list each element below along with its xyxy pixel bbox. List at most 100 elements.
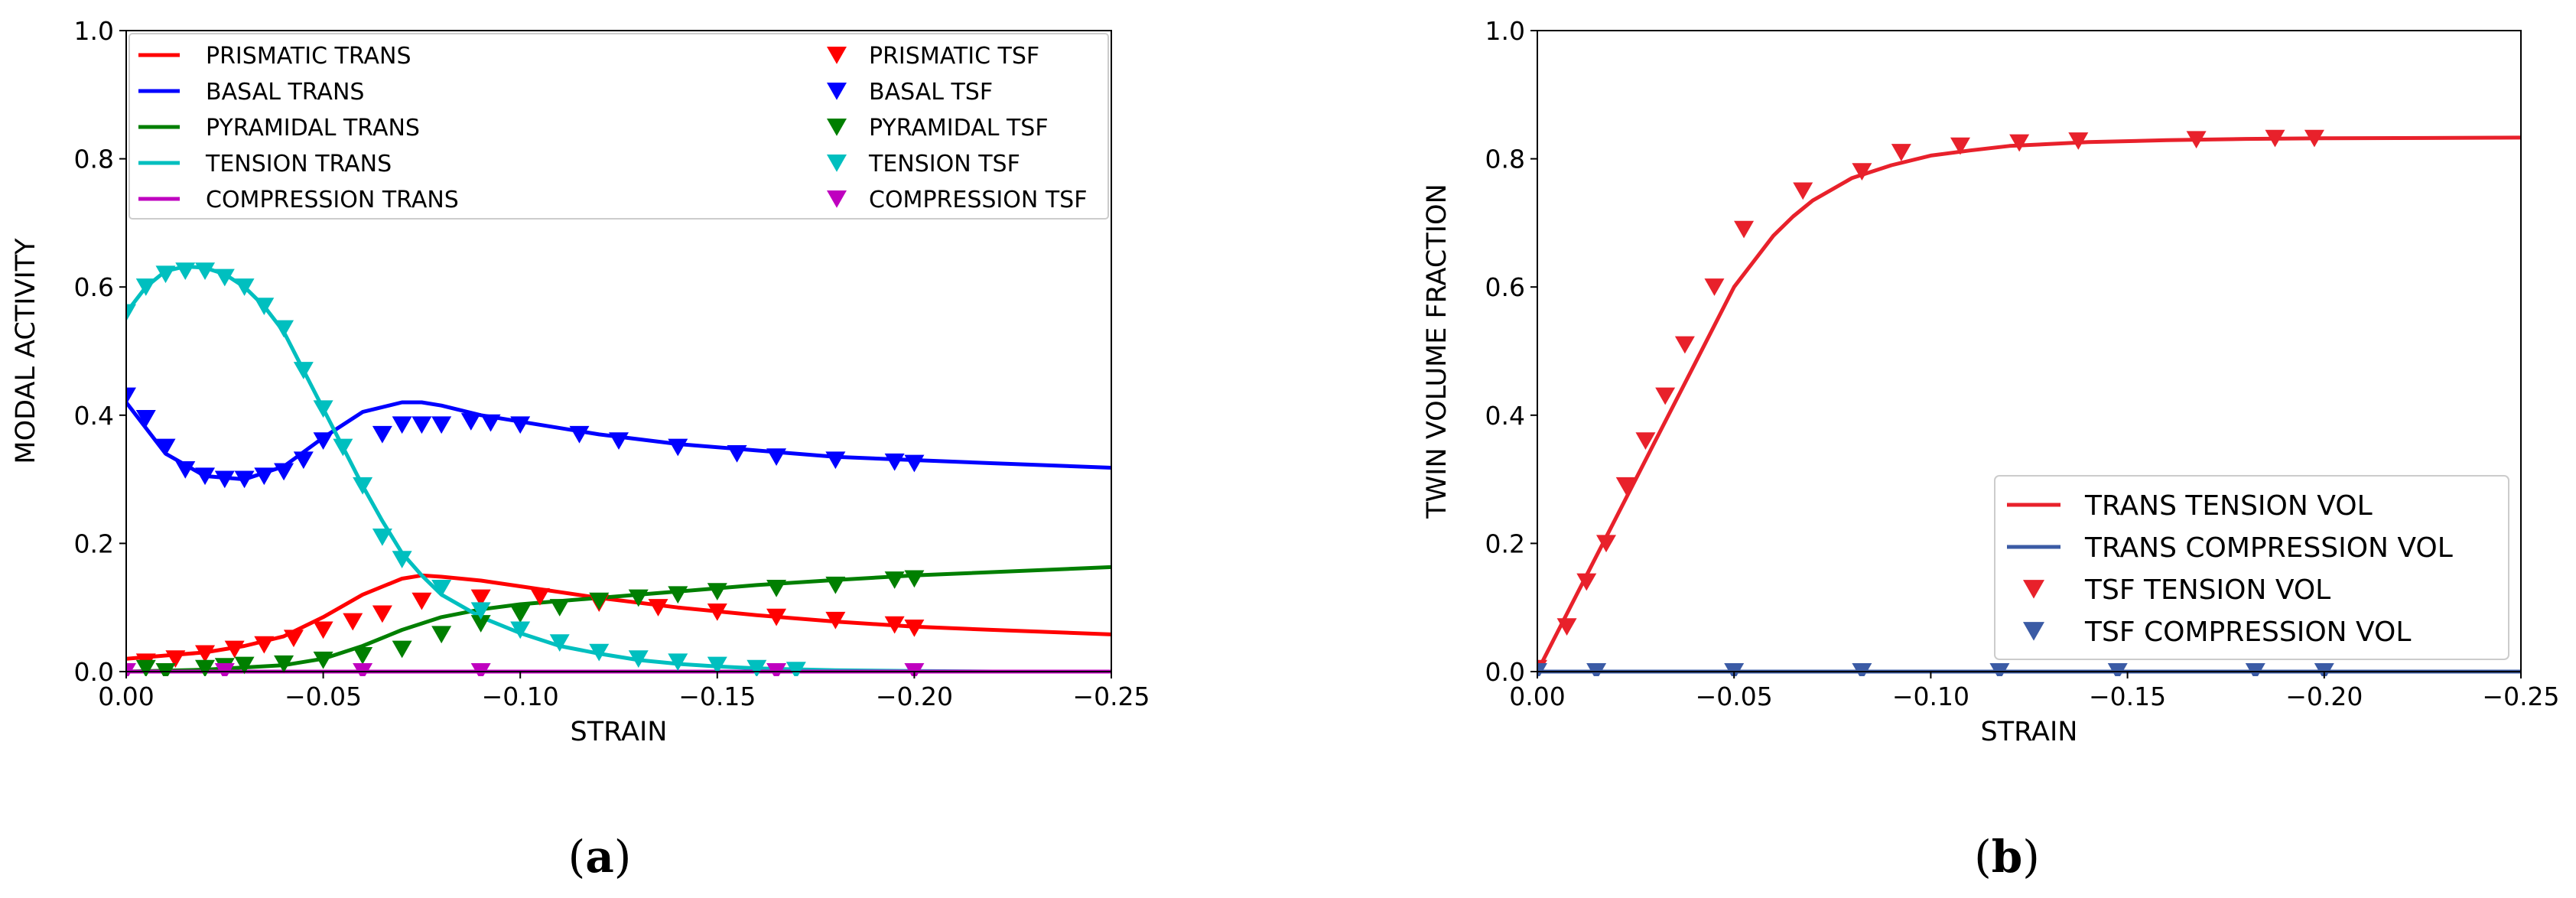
panel-a-data-point: [214, 662, 235, 676]
panel-a-data-point: [392, 551, 412, 569]
panel-a-data-point: [825, 576, 846, 594]
panel-a-x-tick-label: −0.05: [285, 682, 362, 711]
panel-a-data-point: [431, 416, 452, 434]
panel-a-data-point: [165, 650, 186, 668]
panel-a-legend-box: [128, 33, 1109, 220]
panel-a-data-point: [411, 592, 432, 610]
panel-b-legend-marker-swatch: [2023, 580, 2044, 599]
panel-b-data-point: [2245, 662, 2265, 676]
panel-a-data-point: [668, 653, 688, 672]
panel-b-legend-label: TRANS TENSION VOL: [2084, 490, 2373, 522]
panel-a-data-point: [766, 448, 787, 466]
panel-a-data-point: [214, 470, 235, 489]
panel-a-data-point: [353, 647, 373, 665]
panel-b-data-point: [2314, 662, 2334, 676]
panel-a-x-tick-label: 0.00: [98, 682, 154, 711]
panel-a-data-point: [766, 608, 787, 626]
panel-b-twin-volume-fraction: 0.00 −0.05 −0.10 −0.15 −0.20 −0.25 0.0 0.2 0.4 0.…: [1422, 16, 2560, 747]
panel-a-data-point: [431, 626, 452, 644]
panel-a-data-point: [126, 662, 136, 676]
panel-a-series-markers-tension-tsf: [126, 262, 806, 676]
panel-a-data-point: [234, 656, 255, 675]
panel-a-data-point: [353, 662, 373, 676]
panel-a-data-point: [343, 613, 363, 631]
panel-b-data-point: [1655, 387, 1676, 405]
panel-a-data-point: [569, 425, 590, 444]
panel-a-series-markers-compression-tsf: [126, 662, 925, 676]
panel-a-data-point: [510, 621, 531, 639]
panel-b-x-tick-label: 0.00: [1509, 682, 1565, 711]
panel-a-legend-label: PRISMATIC TSF: [869, 43, 1039, 70]
panel-a-data-point: [825, 611, 846, 630]
panel-a-data-point: [353, 477, 373, 495]
panel-a-series-line-tension-trans: [126, 264, 995, 674]
panel-a-legend-marker-swatch: [827, 82, 847, 100]
panel-a-data-point: [904, 662, 925, 676]
panel-a-data-point: [155, 662, 176, 676]
panel-b-data-point: [1793, 182, 1813, 200]
panel-a-legend-label: BASAL TRANS: [206, 79, 364, 106]
caption-a: (a): [568, 831, 632, 883]
panel-b-series-markers-tsf-compression-vol: [1537, 662, 2334, 676]
panel-b-data-point: [1674, 336, 1695, 354]
panel-a-data-point: [224, 640, 245, 659]
panel-a-data-point: [904, 454, 925, 473]
panel-a-data-point: [529, 587, 550, 606]
panel-b-data-point: [2068, 132, 2089, 150]
panel-a-data-point: [126, 387, 136, 405]
panel-b-y-tick-label: 0.0: [1485, 657, 1525, 687]
panel-b-legend-label: TSF TENSION VOL: [2084, 574, 2330, 606]
panel-a-legend-marker-swatch: [827, 154, 847, 172]
panel-a-y-tick-label: 0.8: [74, 145, 114, 174]
panel-a-data-point: [372, 425, 392, 444]
panel-b-data-point: [1704, 278, 1725, 296]
panel-a-x-tick-label: −0.25: [1072, 682, 1150, 711]
panel-a-data-point: [392, 416, 412, 434]
panel-a-data-point: [274, 655, 294, 673]
panel-a-data-point: [707, 583, 727, 600]
panel-b-series-markers-tsf-tension-vol: [1537, 129, 2324, 676]
panel-b-y-tick-label: 0.8: [1485, 145, 1525, 174]
panel-a-data-point: [274, 320, 294, 338]
panel-a-data-point: [333, 438, 353, 457]
panel-b-legend-marker-swatch: [2023, 622, 2044, 641]
panel-a-data-point: [411, 416, 432, 434]
panel-a-data-point: [648, 599, 668, 617]
panel-b-data-point: [2265, 129, 2285, 148]
panel-a-legend-label: PYRAMIDAL TRANS: [206, 115, 420, 142]
panel-a-data-point: [628, 589, 649, 607]
panel-b-legend-label: TRANS COMPRESSION VOL: [2084, 532, 2453, 564]
panel-a-data-point: [234, 278, 255, 296]
panel-a-legend-label: BASAL TSF: [869, 79, 993, 106]
panel-a-data-point: [510, 605, 531, 623]
panel-b-data-point: [1635, 432, 1656, 451]
panel-a-data-point: [135, 278, 156, 296]
panel-a-data-point: [470, 615, 491, 633]
panel-b-data-point: [1576, 573, 1597, 591]
panel-b-data-point: [2186, 131, 2207, 149]
panel-a-legend-label: TENSION TRANS: [205, 151, 392, 177]
caption-b: (b): [1974, 831, 2040, 883]
panel-b-data-point: [2304, 129, 2324, 148]
panel-a-legend-label: TENSION TSF: [868, 151, 1020, 177]
panel-a-data-point: [195, 262, 216, 280]
panel-a-data-point: [746, 659, 767, 676]
panel-a-series-markers-pyramidal-tsf: [135, 570, 925, 676]
panel-a-data-point: [195, 467, 216, 486]
panel-a-data-point: [884, 571, 905, 589]
panel-a-x-tick-label: −0.10: [482, 682, 559, 711]
panel-b-data-point: [1891, 144, 1911, 161]
panel-a-data-point: [609, 432, 629, 451]
panel-a-data-point: [195, 645, 216, 663]
panel-a-data-point: [766, 580, 787, 597]
panel-a-data-point: [274, 463, 294, 481]
panel-b-y-tick-label: 0.2: [1485, 529, 1525, 558]
panel-b-y-tick-label: 1.0: [1485, 16, 1525, 46]
panel-a-data-point: [254, 467, 275, 486]
panel-b-x-tick-label: −0.20: [2285, 682, 2363, 711]
panel-a-data-point: [293, 451, 314, 470]
panel-b-x-axis-label: STRAIN: [1981, 717, 2078, 747]
panel-a-data-point: [214, 268, 235, 287]
panel-a-data-point: [293, 362, 314, 379]
panel-a-data-point: [175, 460, 196, 479]
